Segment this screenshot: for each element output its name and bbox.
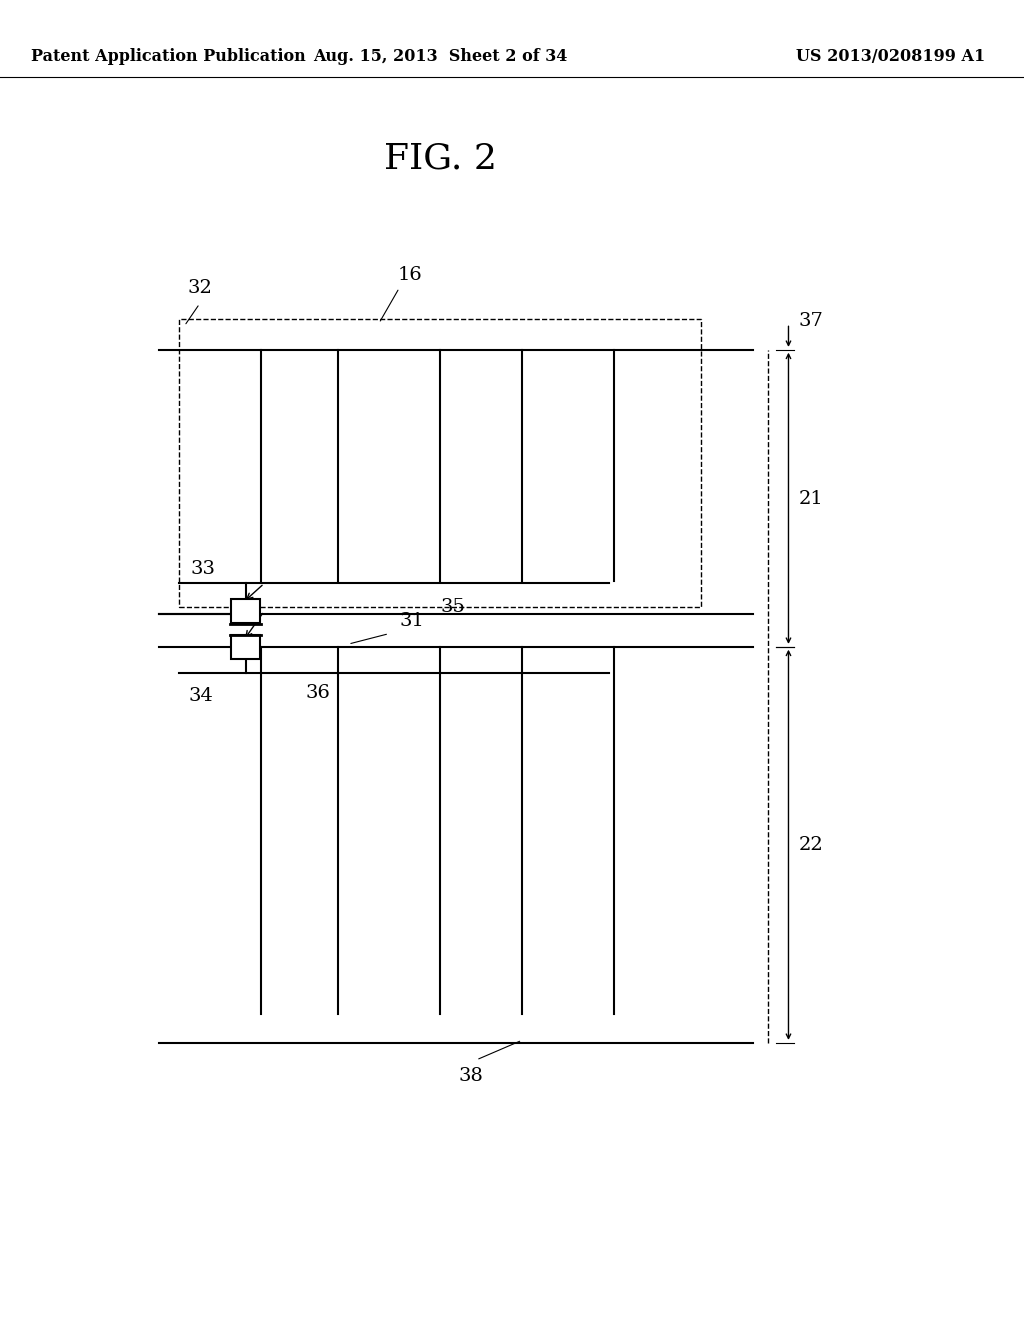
Text: FIG. 2: FIG. 2 — [384, 141, 497, 176]
Text: 16: 16 — [397, 265, 422, 284]
Text: 21: 21 — [799, 490, 823, 508]
Text: 38: 38 — [459, 1067, 483, 1085]
Bar — [179, 319, 701, 607]
Text: 37: 37 — [799, 312, 823, 330]
Text: US 2013/0208199 A1: US 2013/0208199 A1 — [797, 49, 985, 65]
Text: 22: 22 — [799, 836, 823, 854]
Bar — [231, 599, 260, 623]
Text: Patent Application Publication: Patent Application Publication — [31, 49, 305, 65]
Bar — [231, 635, 260, 659]
Text: 34: 34 — [188, 686, 213, 705]
Text: 32: 32 — [187, 279, 212, 297]
Text: 36: 36 — [305, 684, 330, 702]
Text: 35: 35 — [440, 598, 465, 616]
Text: Aug. 15, 2013  Sheet 2 of 34: Aug. 15, 2013 Sheet 2 of 34 — [313, 49, 567, 65]
Text: 33: 33 — [190, 560, 215, 578]
Text: 31: 31 — [399, 611, 424, 630]
